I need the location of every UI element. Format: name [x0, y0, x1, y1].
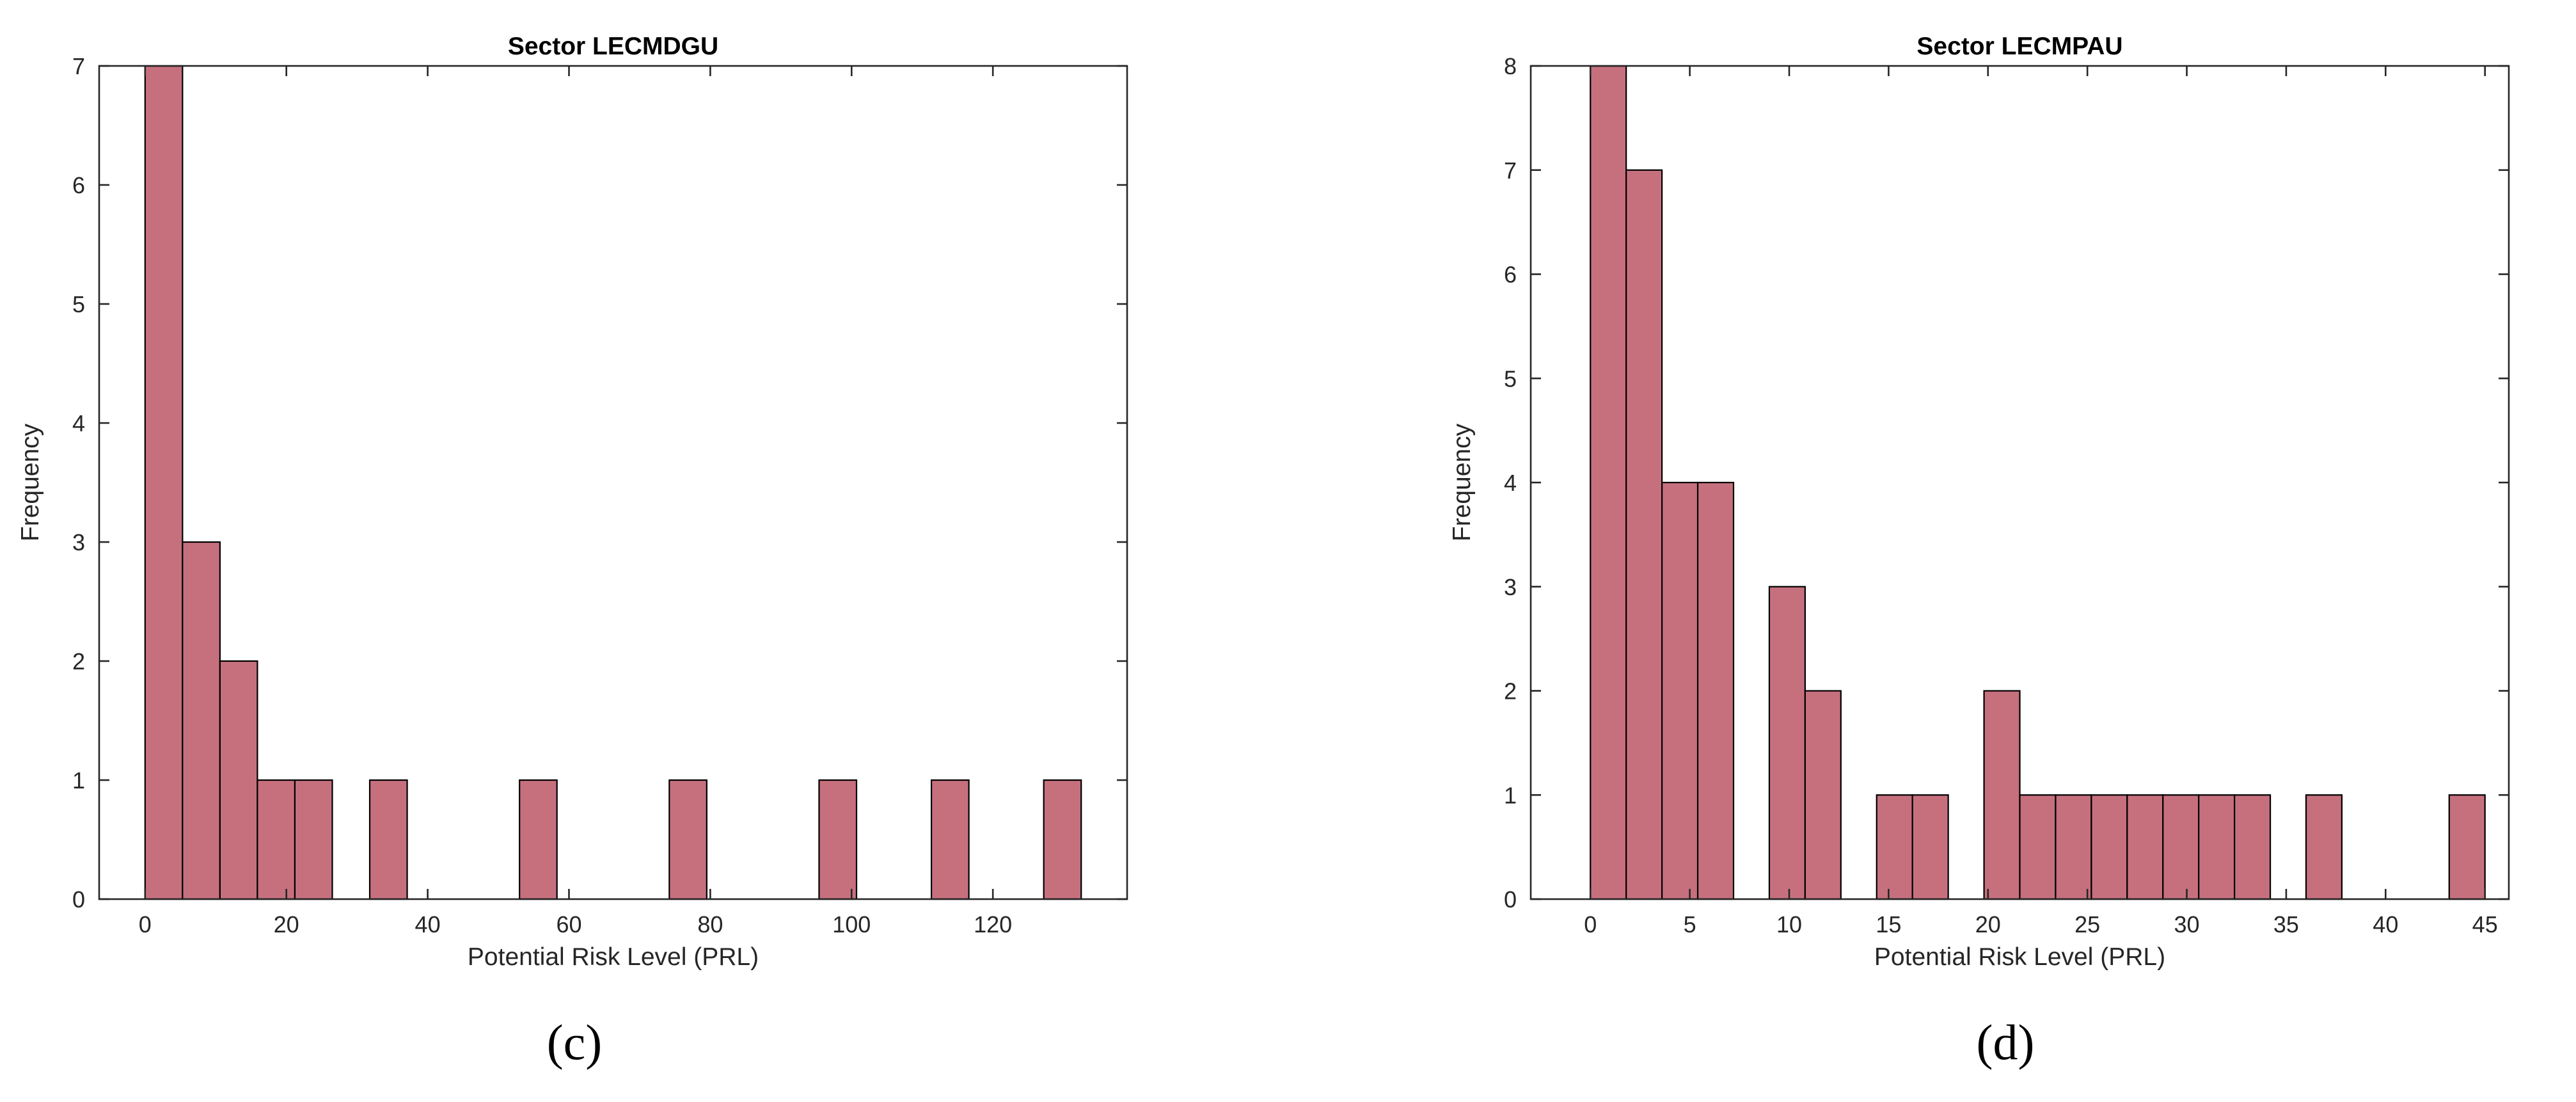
axes-box	[98, 65, 1128, 900]
y-tick-label: 5	[72, 291, 85, 317]
y-tick-label: 6	[72, 172, 85, 198]
x-tick-label: 5	[1684, 911, 1696, 938]
x-tick-label: 35	[2273, 911, 2299, 938]
histogram-bar	[2198, 794, 2236, 900]
y-tick-label: 0	[72, 886, 85, 913]
histogram-bar	[1043, 779, 1082, 900]
y-tick-label: 8	[1504, 53, 1517, 79]
x-tick-label: 40	[415, 911, 441, 938]
y-tick-label: 7	[72, 53, 85, 79]
histogram-bar	[219, 660, 258, 900]
histogram-panel-1: 0 20 40 60 80 100 120 0 1 2 3 4 5 6 7 Sector LECMDGU Pot…	[17, 33, 1128, 1070]
x-tick-label: 30	[2174, 911, 2200, 938]
histogram-bar	[2234, 794, 2272, 900]
x-tick-label: 120	[974, 911, 1012, 938]
x-axis-label: Potential Risk Level (PRL)	[1874, 943, 2165, 971]
x-tick-label: 80	[697, 911, 723, 938]
histogram-bar	[2090, 794, 2128, 900]
y-tick-label: 6	[1504, 262, 1517, 288]
x-tick-label: 15	[1876, 911, 1901, 938]
histogram-bar	[2448, 794, 2486, 900]
histogram-bar	[294, 779, 333, 900]
histogram-bar	[182, 541, 221, 900]
y-tick-label: 2	[1504, 678, 1517, 705]
x-tick-label: 60	[556, 911, 581, 938]
histogram-bar	[818, 779, 858, 900]
y-tick-label: 2	[72, 648, 85, 675]
y-axis-label: Frequency	[17, 423, 44, 541]
histogram-bar	[2126, 794, 2164, 900]
x-tick-label: 100	[832, 911, 871, 938]
histogram-bar	[1590, 65, 1627, 900]
panel-label: (c)	[547, 1014, 603, 1070]
x-tick-label: 0	[1584, 911, 1597, 938]
chart-title: Sector LECMPAU	[1916, 33, 2122, 60]
histogram-bar	[368, 779, 408, 900]
y-tick-label: 3	[1504, 574, 1517, 600]
histogram-bar	[1911, 794, 1949, 900]
y-tick-label: 5	[1504, 365, 1517, 392]
histogram-bar	[668, 779, 707, 900]
y-tick-label: 1	[1504, 782, 1517, 808]
histogram-bar	[1768, 586, 1806, 900]
x-tick-label: 40	[2373, 911, 2398, 938]
chart-title: Sector LECMDGU	[508, 33, 718, 60]
y-axis-label: Frequency	[1448, 423, 1476, 541]
histogram-bar	[930, 779, 970, 900]
histogram-bar	[2019, 794, 2057, 900]
histogram-bar	[2305, 794, 2343, 900]
x-tick-label: 45	[2472, 911, 2498, 938]
histogram-bar	[1696, 481, 1735, 900]
histogram-bar	[2162, 794, 2200, 900]
y-tick-label: 0	[1504, 886, 1517, 913]
y-tick-label: 7	[1504, 157, 1517, 184]
x-tick-label: 20	[1975, 911, 2001, 938]
x-tick-label: 10	[1776, 911, 1802, 938]
x-axis-label: Potential Risk Level (PRL)	[468, 943, 759, 971]
x-tick-label: 25	[2074, 911, 2100, 938]
histogram-bar	[144, 65, 184, 900]
histogram-bar	[2055, 794, 2092, 900]
y-tick-label: 1	[72, 767, 85, 794]
histogram-bar	[1625, 169, 1663, 900]
histogram-bar	[1661, 481, 1699, 900]
x-tick-label: 0	[139, 911, 152, 938]
y-tick-label: 4	[1504, 470, 1517, 496]
histogram-bar	[257, 779, 296, 900]
x-tick-label: 20	[274, 911, 299, 938]
histogram-bar	[1876, 794, 1913, 900]
histogram-bar	[519, 779, 558, 900]
panel-label: (d)	[1977, 1014, 2035, 1070]
y-tick-label: 3	[72, 529, 85, 555]
y-tick-label: 4	[72, 410, 85, 436]
histogram-bar	[1804, 690, 1842, 900]
histogram-bar	[1983, 690, 2021, 900]
